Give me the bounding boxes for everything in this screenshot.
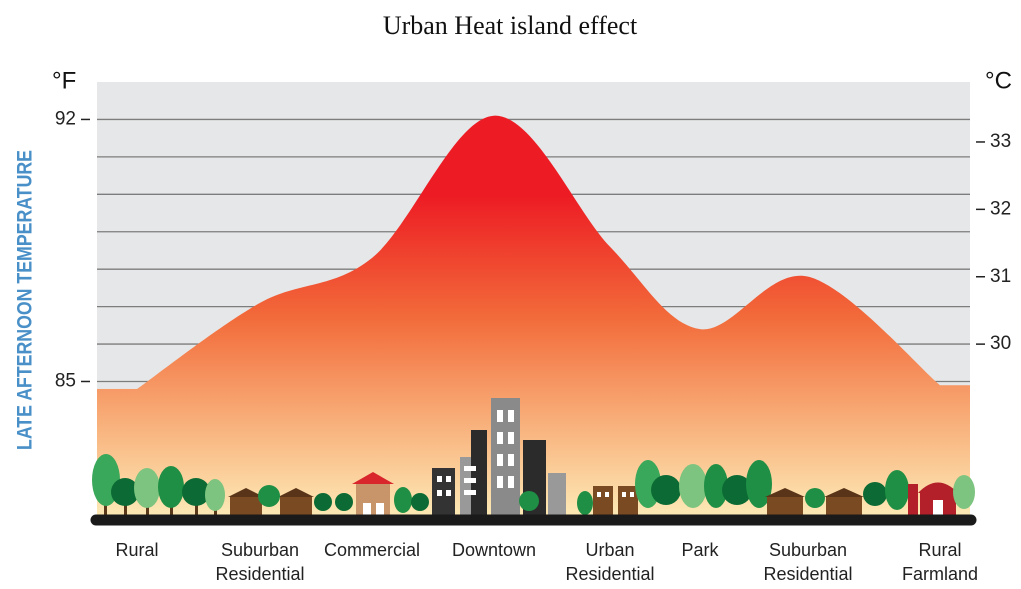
x-category-label: Downtown [452, 538, 536, 562]
x-category-label: Suburban Residential [215, 538, 304, 586]
chart: Urban Heat island effect °F °C LATE AFTE… [0, 0, 1021, 589]
y-axis-label: LATE AFTERNOON TEMPERATURE [14, 150, 37, 450]
x-category-label: Suburban Residential [763, 538, 852, 586]
chart-title: Urban Heat island effect [383, 11, 638, 40]
y-unit: °F [52, 67, 76, 94]
y2-tick-label: 33 [990, 131, 1011, 152]
y-tick-label: 85 [55, 371, 76, 392]
y2-tick-label: 32 [990, 198, 1011, 219]
x-category-label: Commercial [324, 538, 420, 562]
chart-svg: Urban Heat island effect °F °C LATE AFTE… [0, 0, 1021, 589]
y2-unit: °C [985, 67, 1012, 94]
x-category-label: Park [681, 538, 718, 562]
y-tick-label: 92 [55, 108, 76, 129]
x-category-label: Urban Residential [565, 538, 654, 586]
y2-tick-label: 30 [990, 333, 1011, 354]
x-category-label: Rural [115, 538, 158, 562]
x-category-label: Rural Farmland [902, 538, 978, 586]
y2-tick-label: 31 [990, 266, 1011, 287]
